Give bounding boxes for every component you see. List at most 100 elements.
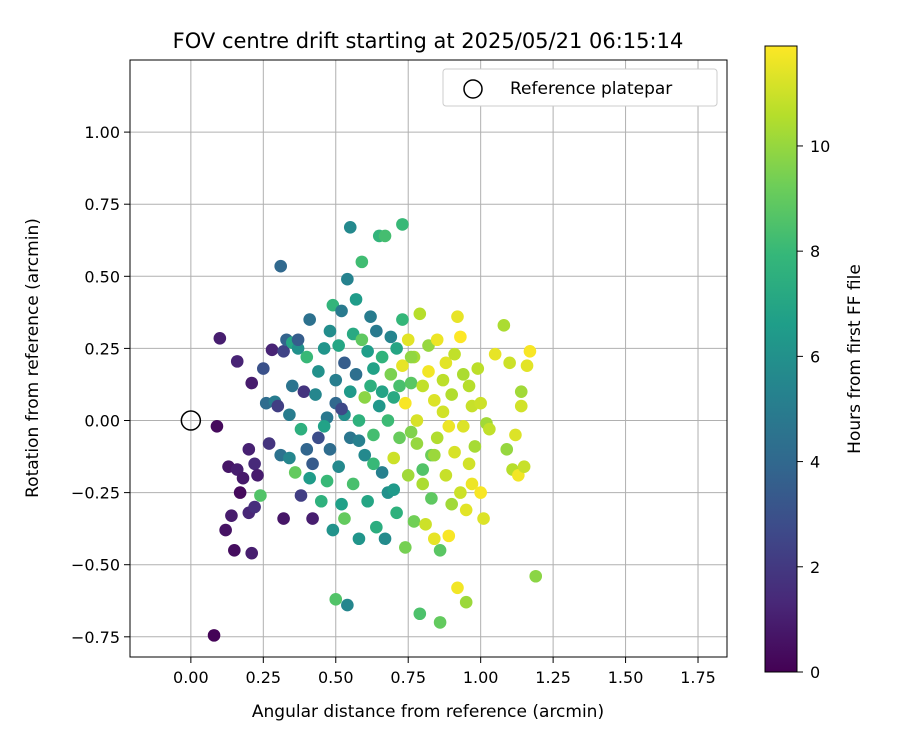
scatter-point <box>335 497 348 511</box>
scatter-point <box>445 388 458 401</box>
scatter-point <box>413 607 427 621</box>
scatter-point <box>335 402 348 416</box>
scatter-point <box>523 344 537 358</box>
scatter-point <box>358 391 372 404</box>
scatter-point <box>459 503 473 517</box>
y-tick-label: −0.25 <box>71 484 120 503</box>
scatter-point <box>427 394 441 407</box>
scatter-point <box>387 391 401 404</box>
scatter-point <box>436 405 450 419</box>
scatter-point <box>236 471 250 485</box>
scatter-point <box>448 347 461 361</box>
scatter-point <box>404 376 418 390</box>
chart-title: FOV centre drift starting at 2025/05/21 … <box>173 29 684 53</box>
reference-platepar-point <box>180 410 202 431</box>
scatter-point <box>317 342 331 355</box>
colorbar-tick-label: 6 <box>810 347 820 366</box>
scatter-point <box>233 486 247 499</box>
legend-reference-marker <box>463 79 483 99</box>
scatter-point <box>456 368 470 381</box>
scatter-point <box>283 408 296 422</box>
scatter-point <box>251 469 264 482</box>
scatter-point <box>390 506 403 520</box>
y-tick-label: 0.75 <box>84 195 120 214</box>
scatter-point <box>265 343 279 357</box>
data-points <box>207 218 543 642</box>
scatter-point <box>257 362 270 375</box>
scatter-point <box>343 385 357 398</box>
scatter-point <box>404 350 418 364</box>
scatter-point <box>297 385 311 398</box>
scatter-point <box>294 422 308 436</box>
scatter-point <box>401 469 415 482</box>
scatter-point <box>462 457 476 471</box>
scatter-point <box>416 379 430 393</box>
scatter-point <box>361 344 374 358</box>
scatter-point <box>503 356 516 370</box>
scatter-point <box>430 431 444 445</box>
scatter-point <box>445 497 458 511</box>
scatter-point <box>341 272 354 286</box>
scatter-point <box>341 598 354 612</box>
colorbar-tick-label: 4 <box>810 453 820 472</box>
scatter-point <box>401 333 415 347</box>
scatter-point <box>300 350 314 364</box>
scatter-point <box>436 373 450 387</box>
scatter-point <box>439 469 453 482</box>
scatter-point <box>375 350 389 364</box>
scatter-point <box>300 443 314 456</box>
scatter-point <box>399 541 412 554</box>
scatter-point <box>367 428 380 442</box>
scatter-point <box>355 255 369 269</box>
scatter-point <box>488 347 502 361</box>
scatter-point <box>407 515 421 528</box>
scatter-point <box>425 492 438 505</box>
scatter-point <box>439 356 453 370</box>
scatter-point <box>387 451 401 465</box>
scatter-point <box>326 523 340 537</box>
scatter-point <box>474 486 487 499</box>
scatter-point <box>396 218 409 231</box>
scatter-point <box>245 546 259 560</box>
scatter-point <box>303 313 316 326</box>
scatter-point <box>454 486 467 499</box>
scatter-point <box>474 396 487 410</box>
scatter-point <box>367 362 380 375</box>
colorbar-tick-label: 10 <box>810 137 830 156</box>
scatter-point <box>332 339 345 352</box>
colorbar-tick-label: 0 <box>810 663 820 682</box>
scatter-point <box>213 332 227 345</box>
scatter-point <box>465 477 479 491</box>
scatter-point <box>338 512 351 525</box>
scatter-point <box>468 440 482 453</box>
scatter-point <box>517 460 531 473</box>
scatter-point <box>358 448 372 462</box>
scatter-point <box>500 443 514 456</box>
scatter-point <box>230 355 244 368</box>
scatter-point <box>393 379 406 393</box>
scatter-point <box>271 399 285 413</box>
x-tick-label: 1.50 <box>608 668 644 687</box>
scatter-point <box>245 376 259 390</box>
scatter-point <box>352 414 366 427</box>
scatter-point <box>427 448 441 462</box>
scatter-point <box>364 379 377 393</box>
colorbar-tick-label: 2 <box>810 558 820 577</box>
scatter-point <box>433 616 447 629</box>
scatter-point <box>454 330 467 344</box>
scatter-point <box>404 425 418 439</box>
scatter-point <box>312 431 325 445</box>
x-axis-ticks: 0.00 0.25 0.50 0.75 1.00 1.25 1.50 1.75 <box>173 657 716 687</box>
y-tick-label: −0.50 <box>71 556 120 575</box>
scatter-point <box>207 629 221 642</box>
scatter-point <box>433 543 447 557</box>
scatter-point <box>306 512 319 525</box>
scatter-point <box>410 414 424 427</box>
scatter-point <box>387 483 401 497</box>
scatter-point <box>384 330 398 344</box>
scatter-point <box>364 310 377 323</box>
x-tick-label: 0.75 <box>390 668 426 687</box>
scatter-point <box>285 379 299 393</box>
scatter-point <box>451 310 464 323</box>
legend-box <box>442 68 718 107</box>
